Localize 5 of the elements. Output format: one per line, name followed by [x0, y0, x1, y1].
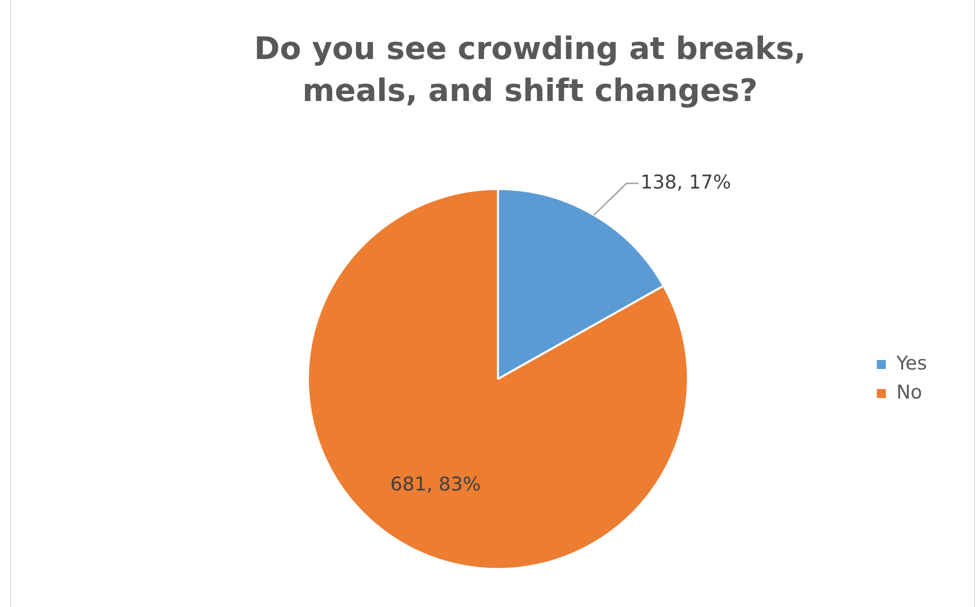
legend-label: Yes — [895, 352, 927, 374]
chart-title: Do you see crowding at breaks, meals, and shift changes? — [253, 30, 807, 111]
data-label: 138, 17% — [640, 171, 732, 194]
legend-label: No — [896, 381, 922, 404]
data-label: 681, 83% — [390, 474, 481, 496]
